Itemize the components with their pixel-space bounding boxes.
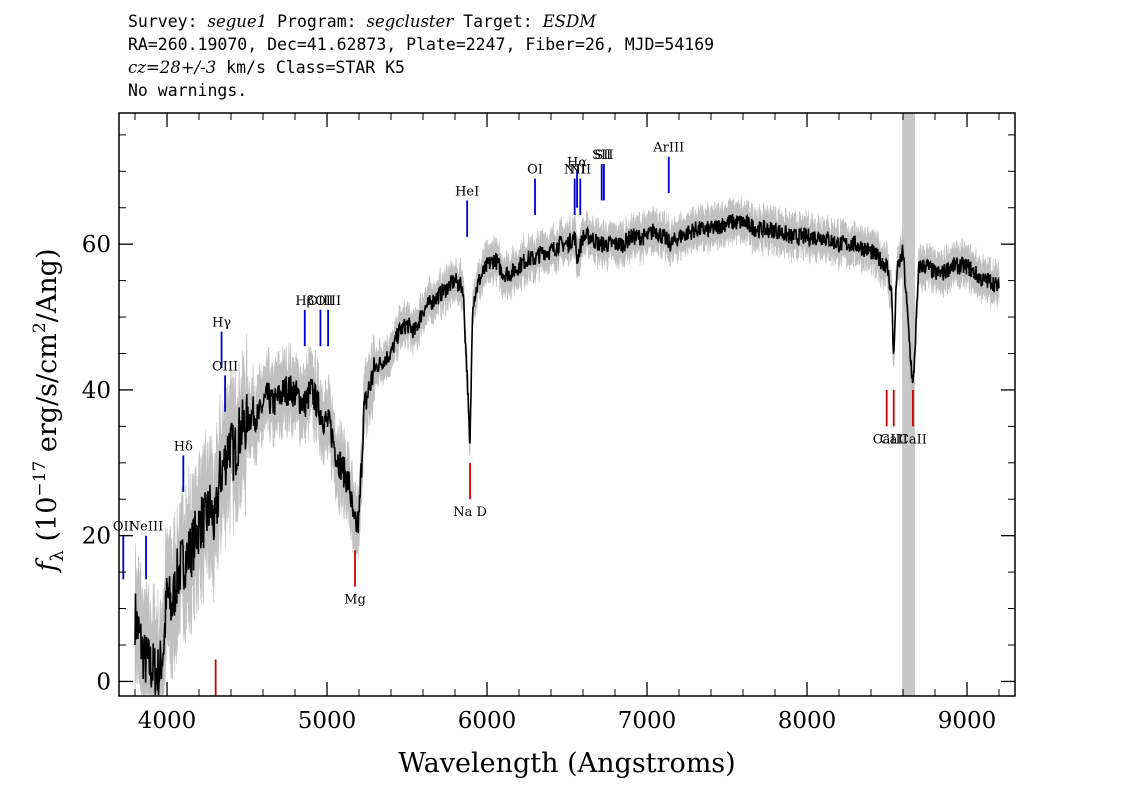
emission-line-label: SII bbox=[594, 148, 613, 163]
target-value: ESDM bbox=[542, 12, 597, 31]
emission-line-label: HeI bbox=[455, 184, 479, 199]
x-axis-label: Wavelength (Angstroms) bbox=[398, 748, 735, 779]
emission-line-label: ArIII bbox=[652, 141, 684, 156]
x-tick-label: 4000 bbox=[138, 708, 197, 734]
emission-line-label: Hβ bbox=[295, 294, 314, 309]
emission-line-label: NeIII bbox=[129, 520, 163, 535]
emission-line-label: NII bbox=[564, 163, 586, 178]
header-line-coordinates: RA=260.19070, Dec=41.62873, Plate=2247, … bbox=[128, 35, 715, 54]
masked-region bbox=[902, 113, 915, 696]
emission-line-label: OI bbox=[527, 163, 543, 178]
spectrum-line bbox=[134, 213, 1000, 696]
absorption-line-label: Na D bbox=[453, 505, 487, 520]
emission-line-label: SII bbox=[592, 148, 611, 163]
y-axis-label: fλ (10−17 erg/s/cm2/Ang) bbox=[30, 249, 68, 574]
header-line-survey: Survey: segue1 Program: segcluster Targe… bbox=[128, 12, 597, 31]
emission-line-label: OIII bbox=[212, 359, 238, 374]
x-tick-label: 6000 bbox=[458, 708, 517, 734]
y-tick-label: 40 bbox=[82, 378, 111, 404]
x-tick-label: 8000 bbox=[778, 708, 837, 734]
absorption-line-label: CaII bbox=[880, 432, 908, 447]
survey-value: segue1 bbox=[207, 12, 268, 31]
absorption-line-label: CaII bbox=[899, 432, 927, 447]
cz-value: cz=28+/-3 bbox=[128, 58, 217, 77]
plot-frame bbox=[118, 112, 1016, 697]
x-tick-label: 9000 bbox=[938, 708, 997, 734]
y-tick-label: 20 bbox=[82, 524, 111, 550]
y-tick-label: 0 bbox=[96, 669, 111, 695]
emission-line-label: Hγ bbox=[212, 316, 231, 331]
absorption-line-label: Mg bbox=[344, 593, 366, 608]
header-line-redshift: cz=28+/-3 km/s Class=STAR K5 bbox=[128, 58, 405, 77]
emission-line-label: OII bbox=[113, 520, 134, 535]
x-tick-label: 5000 bbox=[298, 708, 357, 734]
emission-line-label: OIII bbox=[315, 294, 341, 309]
header-line-warnings: No warnings. bbox=[128, 81, 248, 100]
absorption-line-label: CaII bbox=[873, 432, 901, 447]
emission-line-label: NII bbox=[569, 163, 591, 178]
emission-line-label: Hδ bbox=[174, 440, 193, 455]
spectrum-header: Survey: segue1 Program: segcluster Targe… bbox=[128, 10, 714, 102]
program-value: segcluster bbox=[366, 12, 454, 31]
emission-line-label: Hα bbox=[567, 155, 587, 170]
error-band bbox=[134, 196, 1000, 695]
y-tick-label: 60 bbox=[82, 232, 111, 258]
x-tick-label: 7000 bbox=[618, 708, 677, 734]
emission-line-label: OIII bbox=[307, 294, 333, 309]
